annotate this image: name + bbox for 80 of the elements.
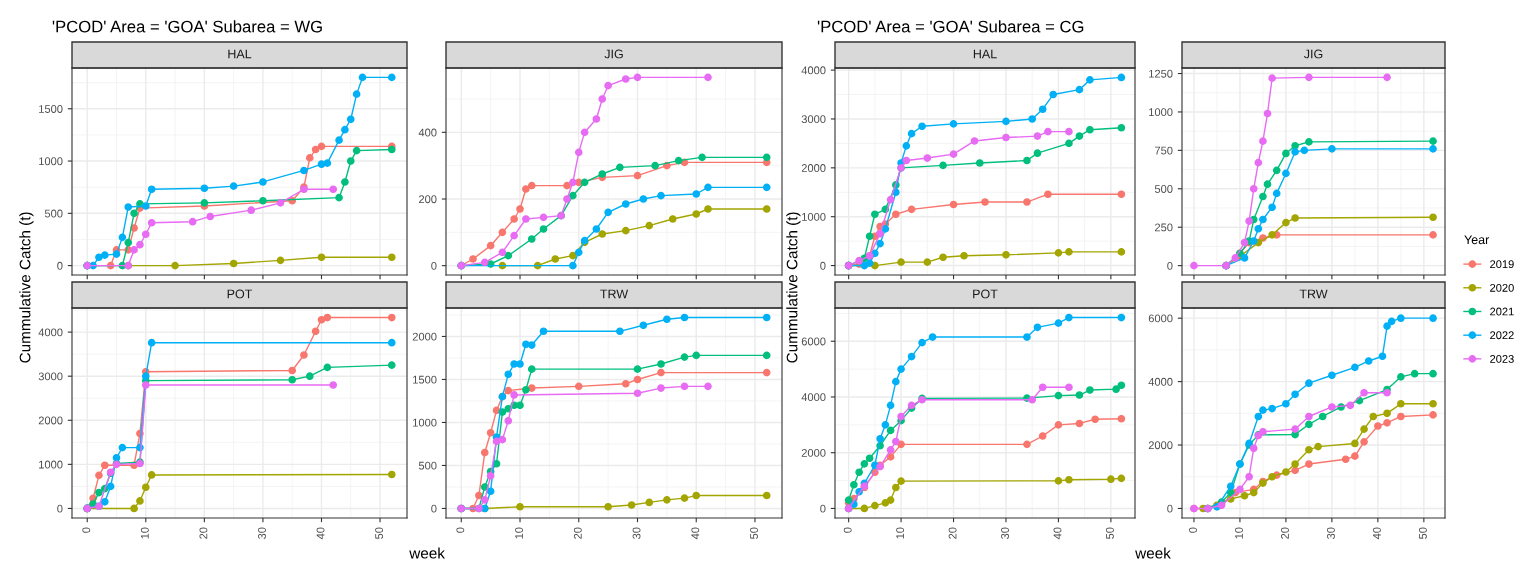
y-tick-label: 0 xyxy=(820,261,826,270)
chart-title: TRW xyxy=(600,289,629,299)
y-tick-label: 1500 xyxy=(413,375,437,384)
y-tick-label: 0 xyxy=(57,504,63,513)
x-tick-label: 30 xyxy=(1001,527,1009,539)
legend-title: Year xyxy=(1464,235,1490,245)
x-tick-label: 10 xyxy=(896,527,905,539)
x-tick-label: 10 xyxy=(140,527,149,539)
y-tick-label: 1000 xyxy=(413,418,437,427)
legend-label: 2021 xyxy=(1490,307,1514,316)
x-tick-label: 0 xyxy=(1189,527,1197,533)
chart-title: TRW xyxy=(1299,289,1328,299)
y-tick-label: 500 xyxy=(44,209,63,218)
y-tick-label: 1500 xyxy=(39,105,63,113)
x-tick-label: 0 xyxy=(843,527,852,533)
y-tick-label: 500 xyxy=(1154,185,1173,193)
y-tick-label: 2000 xyxy=(801,448,826,457)
x-tick-label: 30 xyxy=(258,527,266,539)
chart-title: HAL xyxy=(973,49,997,59)
x-tick-label: 50 xyxy=(750,527,758,539)
legend-label: 2020 xyxy=(1490,283,1514,292)
y-tick-label: 0 xyxy=(431,261,437,270)
y-tick-label: 4000 xyxy=(801,393,826,402)
y-tick-label: 250 xyxy=(1154,223,1173,232)
y-tick-label: 2000 xyxy=(1148,441,1173,450)
x-tick-label: 40 xyxy=(691,527,700,540)
y-tick-label: 400 xyxy=(418,128,437,137)
y-tick-label: 500 xyxy=(418,461,437,470)
y-tick-label: 1250 xyxy=(1149,69,1173,78)
text: 'PCOD' Area = 'GOA' Subarea = WG xyxy=(52,20,322,33)
x-tick-label: 10 xyxy=(515,527,523,539)
y-tick-label: 4000 xyxy=(38,328,63,337)
x-tick-label: 10 xyxy=(1235,527,1243,539)
y-tick-label: 3000 xyxy=(38,372,63,381)
legend-label: 2019 xyxy=(1490,260,1514,269)
x-tick-label: 0 xyxy=(456,527,465,533)
chart-title: HAL xyxy=(228,49,252,59)
legend-label: 2023 xyxy=(1490,354,1514,363)
y-tick-label: 2000 xyxy=(412,332,437,341)
y-tick-label: 1000 xyxy=(1149,108,1173,117)
x-tick-label: 50 xyxy=(375,527,384,539)
x-tick-label: 20 xyxy=(199,527,208,539)
y-tick-label: 0 xyxy=(431,504,437,513)
y-tick-label: 1000 xyxy=(802,212,826,221)
y-tick-label: 1000 xyxy=(39,157,63,166)
y-tick-label: 6000 xyxy=(1148,314,1173,323)
x-tick-label: 0 xyxy=(82,527,91,533)
y-tick-label: 1000 xyxy=(39,460,63,469)
legend-label: 2022 xyxy=(1490,331,1514,340)
y-tick-label: 4000 xyxy=(1148,377,1173,386)
y-axis-title: Cummulative Catch (t) xyxy=(19,212,34,363)
x-tick-label: 50 xyxy=(1418,527,1427,539)
y-tick-label: 750 xyxy=(1155,146,1173,155)
x-tick-label: 30 xyxy=(632,527,641,539)
x-tick-label: 50 xyxy=(1105,527,1114,539)
text: 'PCOD' Area = 'GOA' Subarea = CG xyxy=(817,20,1084,33)
chart-title: POT xyxy=(973,289,998,299)
x-axis-title: week xyxy=(1135,547,1171,559)
chart-title: POT xyxy=(227,289,253,299)
chart-title: JIG xyxy=(1303,49,1323,59)
y-tick-label: 2000 xyxy=(801,164,826,172)
x-axis-title: week xyxy=(409,547,445,559)
y-tick-label: 3000 xyxy=(801,115,826,124)
y-tick-label: 200 xyxy=(418,195,437,204)
chart-title: JIG xyxy=(604,49,623,59)
y-tick-label: 4000 xyxy=(801,66,826,75)
y-tick-label: 0 xyxy=(820,504,826,513)
y-tick-label: 0 xyxy=(57,261,63,270)
y-tick-label: 2000 xyxy=(38,416,63,425)
y-tick-label: 6000 xyxy=(801,337,826,346)
x-tick-label: 20 xyxy=(1281,527,1289,539)
x-tick-label: 40 xyxy=(1053,527,1062,540)
x-tick-label: 20 xyxy=(573,527,582,539)
y-tick-label: 0 xyxy=(1167,504,1173,513)
x-tick-label: 20 xyxy=(948,527,957,539)
x-tick-label: 40 xyxy=(316,527,325,540)
x-tick-label: 30 xyxy=(1327,527,1335,539)
x-tick-label: 40 xyxy=(1372,527,1381,540)
y-axis-title: Cummulative Catch (t) xyxy=(786,212,801,363)
y-tick-label: 0 xyxy=(1167,261,1173,270)
